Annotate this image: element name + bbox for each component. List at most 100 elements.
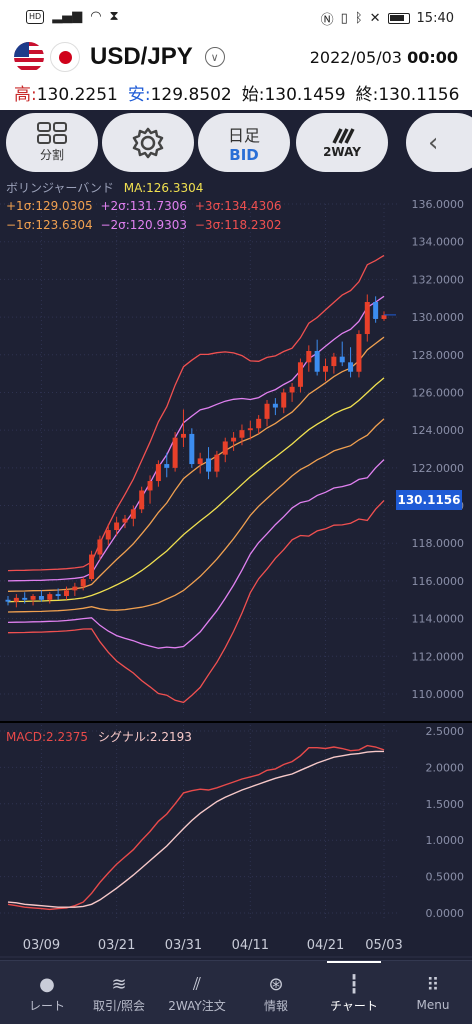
us-flag-icon	[14, 42, 44, 72]
nav-twoway[interactable]: ⫽ 2WAY注文	[150, 961, 244, 1024]
nav-trade[interactable]: ≋ 取引/照会	[72, 961, 166, 1024]
macd-tick-label: 0.0000	[426, 907, 465, 920]
pair-name: USD/JPY	[90, 43, 193, 70]
candle-up	[130, 509, 136, 519]
price-type-label: BID	[229, 145, 259, 164]
nav-chart[interactable]: ┇ チャート	[307, 961, 401, 1024]
candle-up	[80, 579, 86, 587]
low-value: 安:129.8502	[127, 85, 232, 105]
plus1-sigma: +1σ:129.0305	[6, 199, 93, 213]
nav-menu[interactable]: ⠿ Menu	[386, 961, 472, 1024]
candle-up	[264, 403, 270, 419]
date-tick-label: 03/21	[98, 938, 135, 953]
candle-up	[281, 392, 287, 408]
twoway-nav-icon: ⫽	[192, 973, 202, 995]
candlestick-chart[interactable]: 136.0000 134.0000 132.0000 130.0000 128.0000…	[0, 174, 472, 959]
date-tick-label: 03/31	[165, 938, 202, 953]
candle-up	[172, 437, 178, 468]
date-tick-label: 04/21	[307, 938, 344, 953]
price-tick-label: 114.0000	[412, 613, 465, 626]
bollinger-legend-row2: +1σ:129.0305 +2σ:131.7306 +3σ:134.4306	[6, 199, 281, 213]
close-value: 終:130.1156	[355, 85, 460, 105]
plus2-sigma: +2σ:131.7306	[100, 199, 188, 213]
ohlc-row: 高:130.2251 安:129.8502 始:130.1459 終:130.1…	[14, 80, 459, 105]
nav-info[interactable]: ⊛ 情報	[229, 961, 323, 1024]
candle-down	[55, 594, 61, 596]
plus3-sigma: +3σ:134.4306	[194, 199, 282, 213]
split-icon	[37, 122, 67, 144]
battery-icon	[387, 13, 410, 24]
candle-down	[22, 597, 28, 600]
candle-down	[189, 433, 195, 465]
price-tick-label: 130.0000	[412, 311, 465, 324]
nav-rate-label: レート	[28, 998, 65, 1013]
hd-badge: HD	[26, 9, 45, 24]
candle-up	[356, 334, 362, 372]
signal-icon: ▂▄▆	[52, 9, 83, 24]
nav-rate[interactable]: ● レート	[0, 961, 94, 1024]
candle-up	[289, 386, 295, 393]
rate-icon: ●	[39, 973, 55, 995]
price-tick-label: 116.0000	[412, 575, 465, 588]
split-button[interactable]: 分割	[6, 113, 98, 172]
candle-up	[63, 590, 69, 596]
price-tick-label: 132.0000	[412, 273, 465, 286]
chart-date: 2022/05/03	[309, 48, 402, 67]
chevron-left-icon: ‹	[428, 127, 439, 158]
candle-up	[114, 522, 120, 531]
chart-toolbar: 分割 日足 BID 2WAY ‹	[0, 110, 472, 174]
candle-up	[297, 362, 303, 387]
candle-up	[139, 490, 145, 510]
candle-up	[381, 315, 387, 319]
twoway-icon	[332, 127, 355, 144]
candle-up	[89, 554, 95, 580]
high-value: 高:130.2251	[14, 85, 118, 105]
twoway-button[interactable]: 2WAY	[296, 113, 388, 172]
plus2-sigma-line	[7, 295, 385, 582]
chevron-down-icon[interactable]: ∨	[204, 47, 225, 67]
chart-area[interactable]: 136.0000 134.0000 132.0000 130.0000 128.0000…	[0, 174, 472, 959]
collapse-toolbar-button[interactable]: ‹	[406, 113, 472, 172]
macd-tick-label: 1.5000	[426, 798, 465, 811]
candle-down	[164, 464, 170, 468]
minus3-sigma-line	[7, 500, 385, 704]
price-tick-label: 122.0000	[412, 462, 465, 475]
bollinger-legend-row1: ボリンジャーバンド MA:126.3304	[6, 179, 203, 196]
open-value: 始:130.1459	[241, 85, 346, 105]
candle-down	[5, 599, 11, 602]
plus1-sigma-line	[7, 336, 385, 592]
candle-up	[231, 437, 237, 442]
price-tick-label: 124.0000	[412, 424, 465, 437]
price-tick-label: 128.0000	[412, 349, 465, 362]
pair-selector[interactable]: USD/JPY ∨	[14, 42, 225, 72]
candle-down	[348, 362, 354, 372]
nfc-icon: Ⓝ	[320, 13, 334, 28]
signal-value: シグナル:2.2193	[97, 730, 192, 744]
macd-line	[7, 744, 385, 911]
settings-button[interactable]	[102, 113, 194, 172]
clock: 15:40	[416, 11, 454, 26]
candle-up	[197, 458, 203, 465]
macd-legend: MACD:2.2375 シグナル:2.2193	[6, 728, 192, 745]
timeframe-button[interactable]: 日足 BID	[198, 113, 290, 172]
candle-up	[122, 518, 128, 523]
pair-header: USD/JPY ∨ 2022/05/03 00:00 高:130.2251 安:…	[0, 34, 472, 110]
ma-line	[7, 377, 385, 603]
mute-icon: ✕	[369, 11, 381, 26]
bottom-nav: ● レート ≋ 取引/照会 ⫽ 2WAY注文 ⊛ 情報 ┇ チャート ⠿ Men…	[0, 960, 472, 1024]
chart-datetime: 2022/05/03 00:00	[310, 48, 458, 67]
jp-flag-icon	[50, 42, 80, 72]
candle-up	[222, 441, 228, 455]
candle-up	[97, 539, 103, 555]
candle-down	[373, 302, 379, 319]
minus1-sigma-line	[7, 418, 385, 613]
candle-up	[364, 302, 370, 335]
candle-up	[155, 464, 161, 482]
nav-trade-label: 取引/照会	[92, 998, 146, 1013]
macd-value: MACD:2.2375	[6, 730, 89, 744]
chart-icon: ┇	[348, 973, 360, 995]
candle-up	[13, 597, 19, 602]
nav-chart-label: チャート	[330, 998, 378, 1013]
candle-up	[30, 596, 36, 600]
candle-down	[272, 403, 278, 408]
